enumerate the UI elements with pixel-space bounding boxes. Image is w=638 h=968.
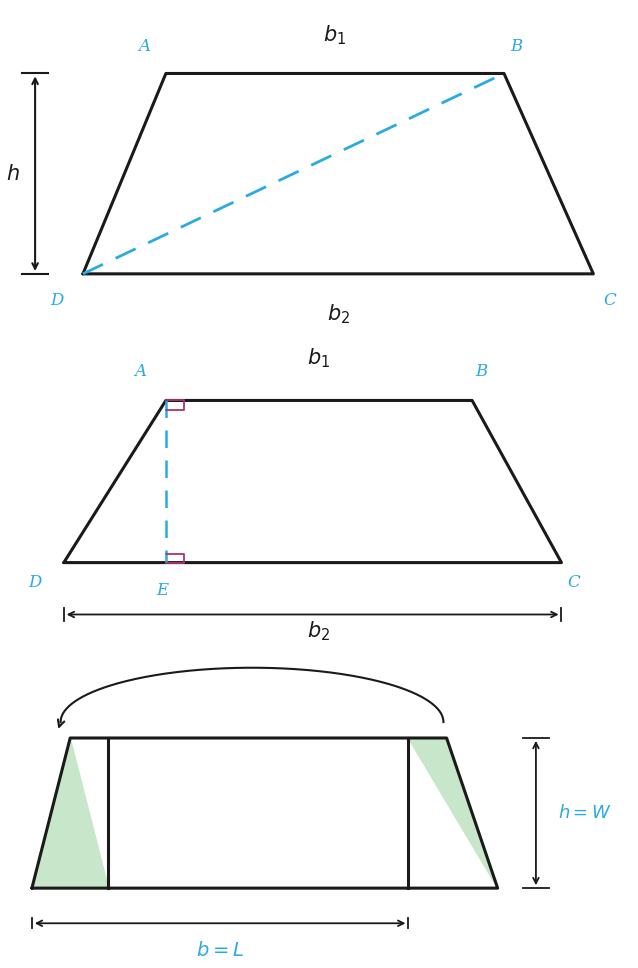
Text: A: A [135, 363, 147, 379]
Text: $b_2$: $b_2$ [327, 302, 350, 325]
Text: $b_1$: $b_1$ [308, 347, 330, 370]
Text: B: B [475, 363, 487, 379]
Polygon shape [32, 738, 108, 889]
Text: $b_1$: $b_1$ [323, 23, 346, 46]
Text: $h$: $h$ [6, 164, 20, 184]
Text: C: C [603, 292, 616, 309]
Polygon shape [408, 738, 498, 889]
Text: C: C [568, 574, 581, 590]
Text: A: A [138, 39, 150, 55]
Text: B: B [510, 39, 523, 55]
Text: $h = W$: $h = W$ [558, 804, 612, 822]
Text: $b = L$: $b = L$ [196, 941, 244, 960]
Text: D: D [50, 292, 64, 309]
Text: $b_2$: $b_2$ [308, 619, 330, 643]
Text: E: E [156, 582, 169, 599]
Text: D: D [28, 574, 41, 590]
